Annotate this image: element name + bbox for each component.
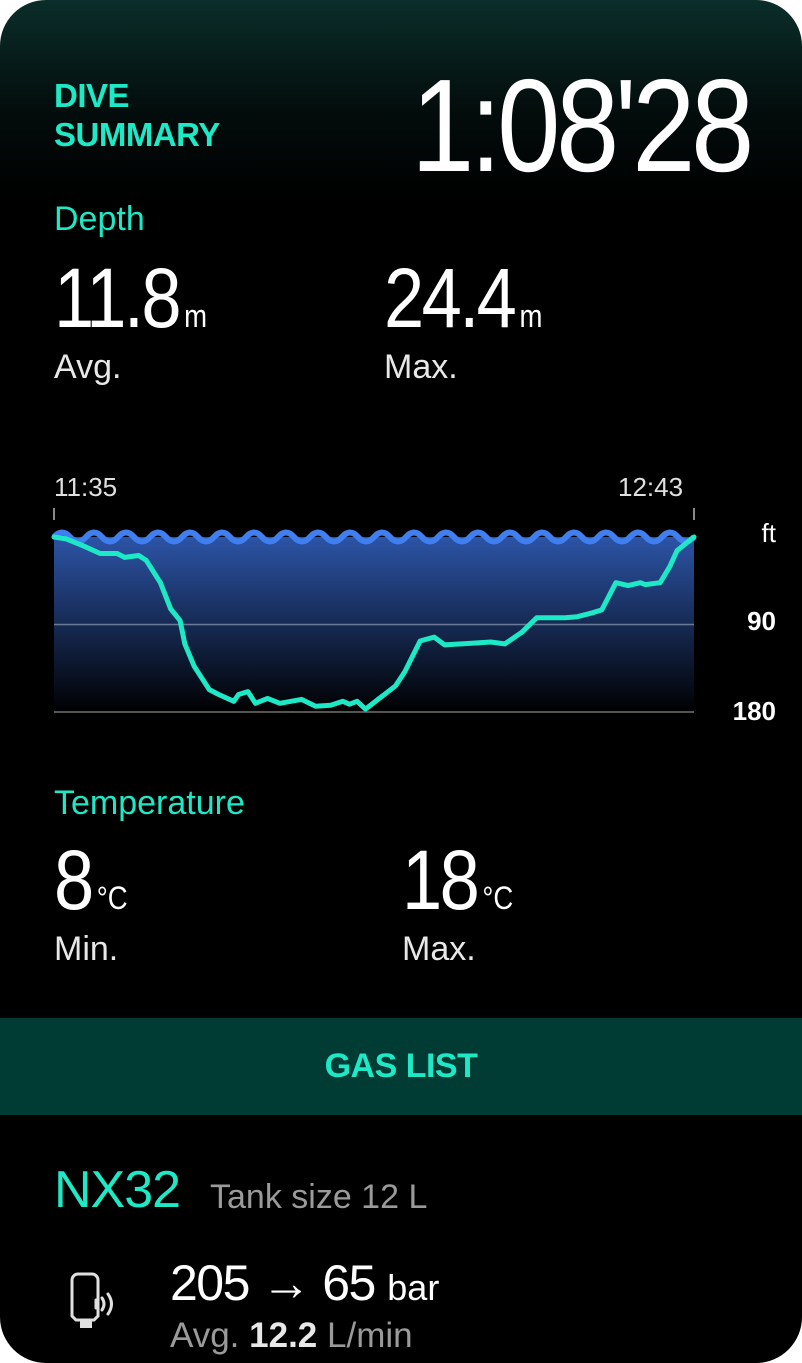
avg-value: 12.2 xyxy=(249,1316,318,1355)
dive-duration: 1:08'28 xyxy=(411,52,754,199)
title-line: SUMMARY xyxy=(54,116,220,153)
max-depth-value: 24.4 m xyxy=(384,256,542,358)
end-pressure: 65 xyxy=(322,1255,376,1311)
depth-profile-chart xyxy=(51,508,697,713)
max-temp-value: 18 °C xyxy=(402,838,513,940)
water-surface-wave xyxy=(51,529,697,545)
depth-profile-line xyxy=(51,534,697,712)
value: 8 xyxy=(54,833,94,927)
avg-unit: L/min xyxy=(327,1316,413,1355)
min-temp-value: 8 °C xyxy=(54,838,128,940)
avg-consumption: Avg. 12.2 L/min xyxy=(170,1316,413,1356)
gas-name: NX32 xyxy=(54,1161,181,1219)
unit: m xyxy=(184,298,208,334)
temperature-label: Temperature xyxy=(54,784,245,822)
tank-transmitter-icon xyxy=(70,1272,113,1328)
value: 18 xyxy=(402,833,480,927)
max-depth-label: Max. xyxy=(384,348,458,386)
pressure-readout: 205 → 65 bar xyxy=(170,1254,439,1312)
min-temp-label: Min. xyxy=(54,930,119,968)
value: 11.8 xyxy=(54,251,182,345)
unit: m xyxy=(519,298,543,334)
chart-end-time: 12:43 xyxy=(618,472,684,502)
avg-depth-label: Avg. xyxy=(54,348,122,386)
avg-depth-value: 11.8 m xyxy=(54,256,207,358)
avg-prefix: Avg. xyxy=(170,1316,240,1355)
max-temp-label: Max. xyxy=(402,930,476,968)
y-tick-90: 90 xyxy=(747,606,776,636)
tank-size: Tank size 12 L xyxy=(210,1178,428,1216)
unit: °C xyxy=(96,880,128,916)
y-unit-label: ft xyxy=(761,518,776,548)
y-tick-180: 180 xyxy=(732,696,776,726)
page-title: DIVE SUMMARY xyxy=(54,76,220,154)
gas-list-button[interactable]: GAS LIST xyxy=(0,1018,802,1115)
value: 24.4 xyxy=(384,251,517,345)
chart-start-time: 11:35 xyxy=(54,472,118,502)
start-pressure: 205 xyxy=(170,1255,250,1311)
arrow-right-icon: → xyxy=(261,1255,311,1311)
title-line: DIVE xyxy=(54,77,130,114)
depth-label: Depth xyxy=(54,200,145,238)
unit: °C xyxy=(482,880,514,916)
pressure-unit: bar xyxy=(387,1267,440,1308)
